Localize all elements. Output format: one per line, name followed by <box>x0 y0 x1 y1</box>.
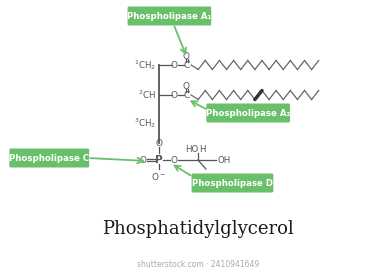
Text: H: H <box>199 144 205 153</box>
Text: Phospholipase A₁: Phospholipase A₁ <box>127 11 212 20</box>
FancyBboxPatch shape <box>9 148 89 167</box>
Text: shutterstock.com · 2410941649: shutterstock.com · 2410941649 <box>137 260 259 269</box>
Text: O: O <box>183 81 190 90</box>
Text: O: O <box>171 60 178 69</box>
FancyBboxPatch shape <box>191 174 273 193</box>
Text: Phosphatidylglycerol: Phosphatidylglycerol <box>102 220 294 238</box>
Text: C: C <box>183 90 189 99</box>
Text: Phospholipase C: Phospholipase C <box>9 153 89 162</box>
Text: Phospholipase D: Phospholipase D <box>192 179 273 188</box>
FancyBboxPatch shape <box>206 104 290 123</box>
Text: C: C <box>183 60 189 69</box>
Text: O$^-$: O$^-$ <box>151 171 166 182</box>
Text: O: O <box>183 52 190 60</box>
Text: $^1$CH$_2$: $^1$CH$_2$ <box>134 58 156 72</box>
FancyBboxPatch shape <box>128 6 211 25</box>
Text: O: O <box>171 90 178 99</box>
Text: O: O <box>155 139 162 148</box>
Text: HO: HO <box>186 144 199 153</box>
Text: P: P <box>155 155 162 165</box>
Text: $^3$CH$_2$: $^3$CH$_2$ <box>134 116 156 130</box>
Text: $^2$CH: $^2$CH <box>138 89 156 101</box>
Text: OH: OH <box>218 155 231 165</box>
Text: O: O <box>171 155 178 165</box>
Text: Phospholipase A₂: Phospholipase A₂ <box>206 109 291 118</box>
Text: O: O <box>139 155 146 165</box>
